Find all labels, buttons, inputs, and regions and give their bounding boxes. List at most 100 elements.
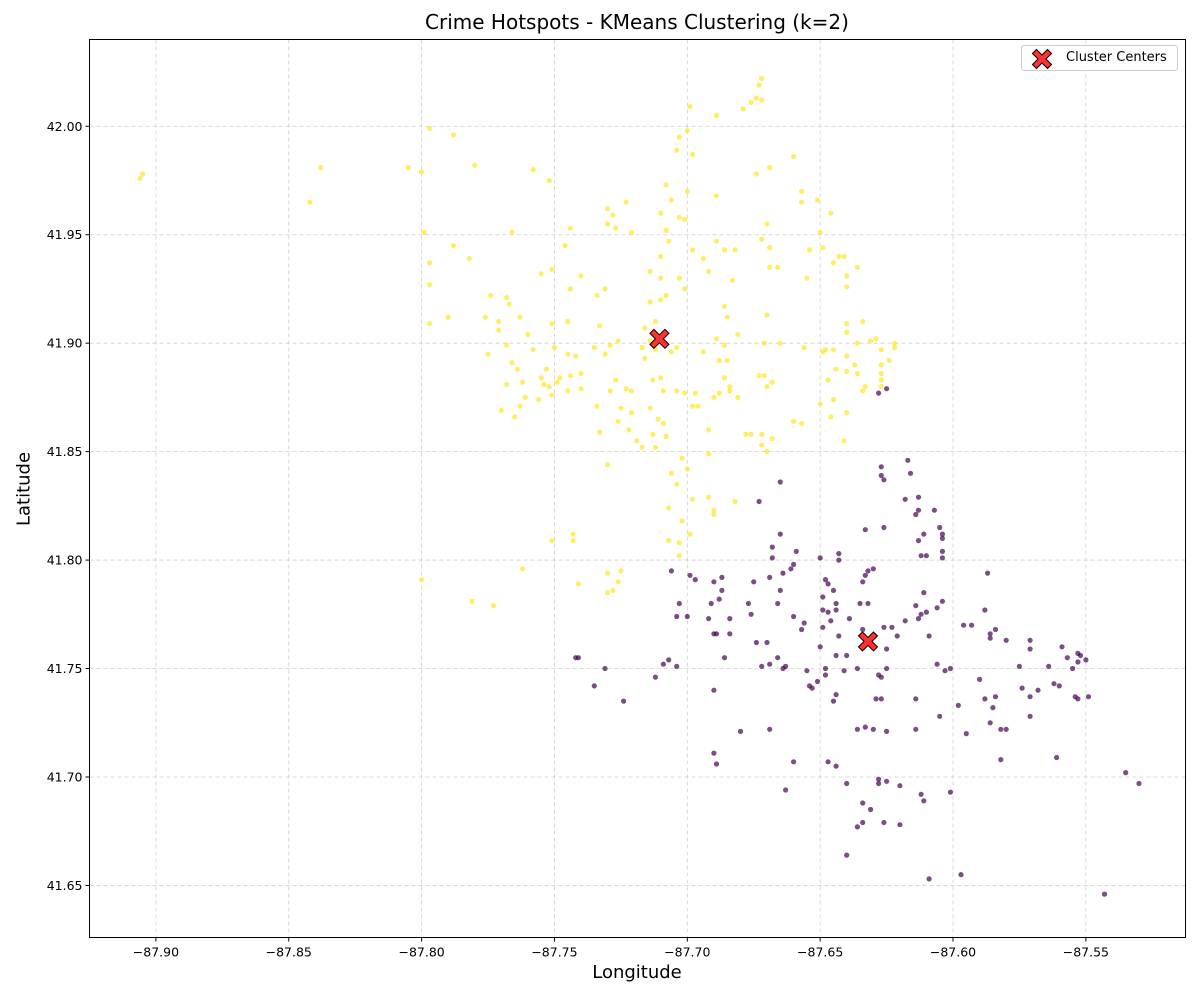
data-point-cluster-1 [684,466,690,472]
data-point-cluster-1 [814,197,821,203]
data-point-cluster-1 [597,429,603,435]
data-point-cluster-1 [759,75,765,82]
data-point-cluster-1 [488,292,494,299]
data-point-cluster-1 [844,321,850,327]
data-point-cluster-0 [1035,687,1041,693]
data-point-cluster-0 [915,538,922,544]
data-point-cluster-0 [711,687,717,693]
data-point-cluster-1 [567,286,574,292]
data-point-cluster-1 [854,370,861,377]
data-point-cluster-0 [751,579,757,585]
data-point-cluster-1 [690,151,696,158]
cluster-center-marker [649,328,670,350]
data-point-cluster-1 [892,340,898,346]
data-point-cluster-0 [764,639,770,646]
data-point-cluster-0 [982,696,988,702]
data-point-cluster-1 [663,433,669,439]
data-point-cluster-0 [913,696,919,702]
data-point-cluster-0 [674,663,680,670]
plot-frame [89,39,1186,938]
data-point-cluster-1 [804,275,810,281]
data-point-cluster-0 [884,646,890,652]
data-point-cluster-1 [610,212,616,218]
data-point-cluster-1 [655,416,661,422]
data-point-cluster-0 [913,603,919,609]
data-point-cluster-1 [490,603,496,609]
data-point-cluster-0 [1059,644,1065,650]
data-point-cluster-0 [876,776,882,782]
data-point-cluster-1 [546,384,552,390]
data-point-cluster-1 [565,318,571,325]
data-point-cluster-0 [844,652,850,659]
data-point-cluster-1 [469,598,475,604]
data-point-cluster-1 [825,377,831,383]
data-point-cluster-0 [963,731,969,737]
data-point-cluster-1 [506,301,512,307]
data-point-cluster-0 [791,759,797,765]
data-point-cluster-0 [1123,770,1129,776]
data-point-cluster-0 [947,665,954,672]
data-point-cluster-1 [605,221,611,227]
data-point-cluster-1 [668,470,675,476]
data-point-cluster-1 [767,264,773,270]
data-point-cluster-0 [998,757,1004,763]
data-point-cluster-0 [884,665,890,672]
data-point-cluster-0 [767,661,773,667]
data-point-cluster-0 [876,390,882,396]
data-point-cluster-0 [915,507,922,513]
data-point-cluster-1 [419,577,425,583]
data-point-cluster-0 [846,616,853,622]
data-point-cluster-1 [711,394,717,400]
data-point-cluster-0 [937,524,943,531]
data-point-cluster-1 [613,225,619,231]
data-point-cluster-0 [870,726,876,732]
data-point-cluster-0 [687,572,693,578]
data-point-cluster-0 [1027,713,1033,719]
data-point-cluster-1 [639,344,645,351]
data-point-cluster-1 [878,377,884,383]
data-point-cluster-0 [801,620,807,626]
y-tick-label: 41.70 [47,769,83,784]
data-point-cluster-1 [674,344,680,351]
data-point-cluster-1 [628,410,635,416]
data-point-cluster-1 [602,286,608,292]
data-point-cluster-1 [567,373,574,379]
data-point-cluster-1 [682,216,688,223]
data-point-cluster-0 [889,624,895,630]
x-tick-label: −87.55 [1063,945,1109,960]
data-point-cluster-1 [565,351,571,357]
data-point-cluster-1 [570,531,576,537]
data-point-cluster-0 [873,696,879,702]
data-point-cluster-0 [833,607,839,613]
data-point-cluster-0 [862,724,868,730]
data-point-cluster-0 [825,759,831,765]
data-point-cluster-0 [1056,683,1062,689]
data-point-cluster-0 [947,789,954,795]
data-point-cluster-1 [618,405,624,411]
data-point-cluster-1 [634,438,640,444]
data-point-cluster-1 [658,253,664,259]
data-point-cluster-0 [777,587,783,594]
data-point-cluster-1 [676,540,682,546]
data-point-cluster-0 [833,652,839,659]
data-point-cluster-1 [557,375,563,381]
axis-ticks: −87.90 −87.85 −87.80 −87.75 −87.70 −87.65 −87.… [47,119,1109,960]
data-point-cluster-0 [894,633,900,639]
data-point-cluster-0 [820,594,826,600]
data-point-cluster-1 [427,125,433,131]
data-point-cluster-0 [727,616,733,622]
data-point-cluster-0 [1083,657,1089,663]
data-point-cluster-0 [860,579,866,585]
data-point-cluster-1 [679,455,685,461]
data-point-cluster-1 [676,275,682,281]
data-point-cluster-1 [820,245,826,251]
data-point-cluster-1 [711,511,717,518]
data-point-cluster-1 [716,357,722,364]
data-point-cluster-0 [934,605,940,611]
data-point-cluster-0 [727,631,733,637]
data-point-cluster-1 [721,375,728,381]
data-point-cluster-0 [668,568,675,574]
data-point-cluster-1 [756,82,762,88]
data-point-cluster-0 [992,694,999,700]
data-point-cluster-1 [764,449,770,455]
